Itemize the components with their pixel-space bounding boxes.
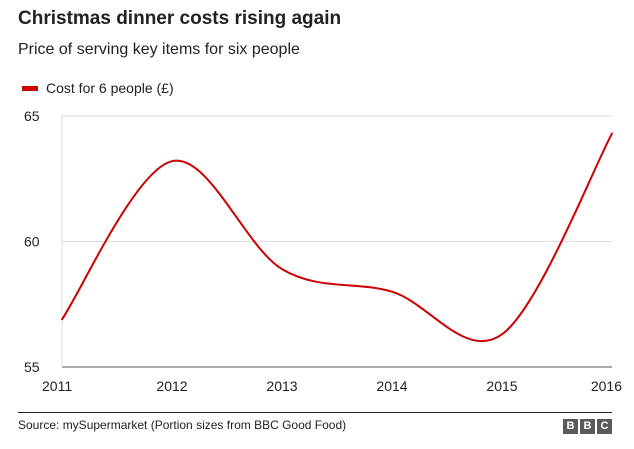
logo-letter: C [597, 419, 612, 434]
y-tick-label: 60 [24, 234, 40, 250]
x-tick-label: 2015 [486, 378, 517, 394]
legend-label: Cost for 6 people (£) [46, 80, 174, 96]
footer-divider [18, 412, 612, 413]
bbc-logo: B B C [563, 419, 612, 434]
logo-letter: B [580, 419, 595, 434]
y-tick-label: 55 [24, 359, 40, 375]
logo-letter: B [563, 419, 578, 434]
source-note: Source: mySupermarket (Portion sizes fro… [18, 418, 347, 432]
x-tick-label: 2011 [42, 378, 72, 394]
x-tick-label: 2012 [156, 378, 187, 394]
legend: Cost for 6 people (£) [22, 80, 174, 96]
x-tick-label: 2014 [376, 378, 407, 394]
chart-subtitle: Price of serving key items for six peopl… [18, 41, 300, 58]
x-tick-label: 2013 [266, 378, 297, 394]
legend-swatch [22, 85, 38, 91]
chart-title: Christmas dinner costs rising again [18, 8, 342, 29]
x-tick-label: 2016 [591, 378, 622, 394]
y-tick-label: 65 [24, 108, 40, 124]
series-line [61, 132, 613, 343]
